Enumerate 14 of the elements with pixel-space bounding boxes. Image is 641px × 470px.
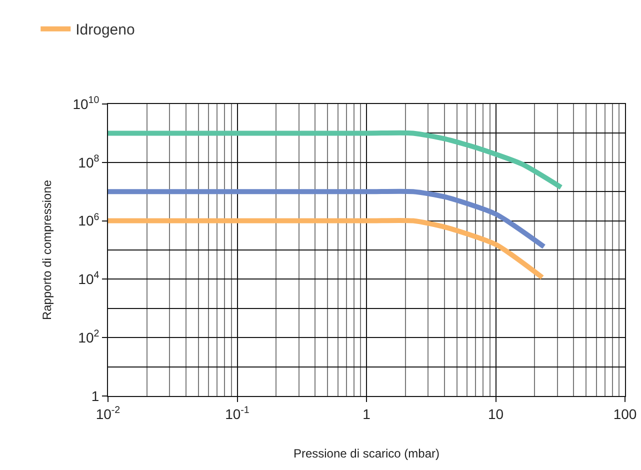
x-tick-label: 10$^{-2}$ [96,404,120,422]
x-tick-label: 10 [488,406,504,422]
x-tick-label: 1 [362,406,371,422]
legend-label: Idrogeno [76,22,135,39]
y-tick-label: 1 [91,388,100,404]
y-tick-label: 10$^{10}$ [72,95,100,112]
x-axis-title: Pressione di scarico (mbar) [293,446,440,461]
x-tick-label: 100 [613,406,637,422]
y-tick-label: 10$^{2}$ [78,328,100,346]
y-axis-title: Rapporto di compressione [40,180,54,320]
y-tick-label: 10$^{6}$ [78,212,100,229]
y-tick-label: 10$^{8}$ [78,153,100,170]
x-tick-label: 10$^{-1}$ [225,404,250,422]
y-tick-label: 10$^{4}$ [78,270,100,288]
